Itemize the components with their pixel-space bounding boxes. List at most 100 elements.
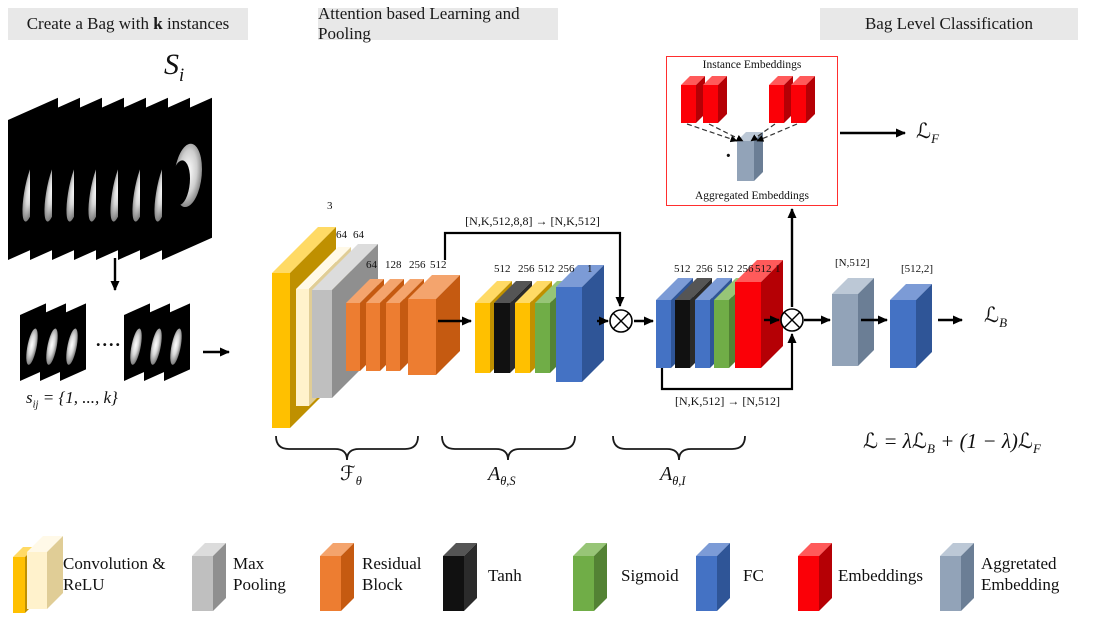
residual-block [366,303,380,371]
channel-label: 1 [587,263,593,275]
channel-label: 256 [737,263,754,275]
header-attention-text: Attention based Learning and Pooling [318,4,520,43]
instance-slice [60,303,86,381]
multiply-operator-2 [780,308,804,332]
fc-layer [695,300,710,368]
channel-label: 64 [366,259,377,271]
residual-block [346,303,360,371]
legend-swatch-conv-relu-front [13,557,25,613]
tanh-layer [494,303,510,373]
legend-swatch-residual-block [320,556,341,611]
instance-attention-label: Aθ,I [660,463,686,488]
channel-label: 512 [717,263,734,275]
sigmoid-layer [714,300,729,368]
instance-stack-right [124,303,210,395]
channel-label: 512 [674,263,691,275]
slice-attention-label: Aθ,S [488,463,516,488]
embedding-box-title: Instance Embeddings [702,59,802,71]
instance-embedding [681,85,696,123]
total-loss-formula: ℒ = λℒB + (1 − λ)ℒF [863,429,1041,457]
fc-output-layer [890,300,916,368]
channel-label: 512 [755,263,772,275]
channel-label: 256 [558,263,575,275]
instance-stack-dots: .... [96,330,122,350]
header-create-bag: Create a Bag with k instances [8,8,248,40]
legend-swatch-tanh [443,556,464,611]
legend-label-sigmoid: Sigmoid [621,566,679,585]
brace-feature-extractor [275,435,419,461]
header-classification-text: Bag Level Classification [864,14,1034,33]
reshape-label-instance: [N,K,512] → [N,512] [675,394,780,408]
instance-embedding [791,85,806,123]
instance-embedding [703,85,718,123]
mri-hook-blob [174,138,202,213]
legend-label-residual-block: Residual Block [362,554,422,595]
embeddings-layer [735,282,761,368]
conv-relu-layer [272,273,290,428]
feature-loss-label: ℒF [916,119,940,147]
max-pool-layer [312,290,332,398]
mri-blob [128,327,144,367]
instance-index-label: sij = {1, ..., k} [26,388,118,411]
fc-layer [656,300,671,368]
instance-stack-left [20,303,106,395]
embedding-box-caption: Aggregated Embeddings [694,190,809,202]
legend-swatch-conv-relu [27,552,47,609]
instance-slice [164,303,190,381]
residual-block [408,299,436,375]
legend-swatch-aggregated-embedding [940,556,961,611]
conv-relu-layer [296,289,309,406]
aggregated-embedding [737,141,754,181]
feature-extractor-label: ℱθ [340,461,362,488]
reshape-label-slice: [N,K,512,8,8] → [N,K,512] [465,214,600,228]
mri-slice [162,97,212,261]
legend-label-conv-relu: Convolution & ReLU [63,554,166,595]
bag-set-symbol: Si [164,48,185,86]
brace-slice-attention [441,435,576,461]
mri-blob [64,327,80,367]
mri-blob [24,327,40,367]
multiply-operator-1 [609,309,633,333]
channel-label: 256 [409,259,426,271]
fc-layer [556,287,582,382]
header-create-bag-text: Create a Bag with k instances [26,14,230,33]
brace-instance-attention [612,435,746,461]
instance-embedding [769,85,784,123]
mri-blob [148,327,164,367]
channel-label: 64 [353,229,364,241]
legend-label-fc: FC [743,566,764,585]
header-bag-classification: Bag Level Classification [820,8,1078,40]
legend-swatch-embeddings [798,556,819,611]
channel-label: 512 [494,263,511,275]
header-attention-pooling: Attention based Learning and Pooling [318,4,558,43]
residual-block [386,303,400,371]
channel-label: 128 [385,259,402,271]
bag-loss-label: ℒB [984,303,1008,331]
legend-swatch-fc [696,556,717,611]
shape-label-bag: [N,512] [835,257,870,269]
channel-label: 512 [538,263,555,275]
sigmoid-layer [535,303,550,373]
aggregated-embedding-layer [832,294,858,366]
legend-swatch-max-pooling [192,556,213,611]
channel-label: 256 [696,263,713,275]
mri-slice-stack [8,97,234,282]
legend-label-tanh: Tanh [488,566,522,585]
instance-embedding-box: Instance Embeddings ···· Aggregated Embe… [666,56,838,206]
shape-label-out: [512,2] [901,263,934,275]
tanh-layer [675,300,690,368]
channel-label: 64 [336,229,347,241]
legend-label-aggregated-embedding: Aggretated Embedding [981,554,1060,595]
legend-swatch-sigmoid [573,556,594,611]
mri-blob [44,327,60,367]
channel-label: 256 [518,263,535,275]
channel-label: 1 [775,263,781,275]
channel-label: 512 [430,259,447,271]
mri-blob [168,327,184,367]
channel-label: 3 [327,200,333,212]
legend-label-embeddings: Embeddings [838,566,923,585]
conv-relu-layer [515,303,530,373]
legend-label-max-pooling: Max Pooling [233,554,286,595]
conv-relu-layer [475,303,490,373]
